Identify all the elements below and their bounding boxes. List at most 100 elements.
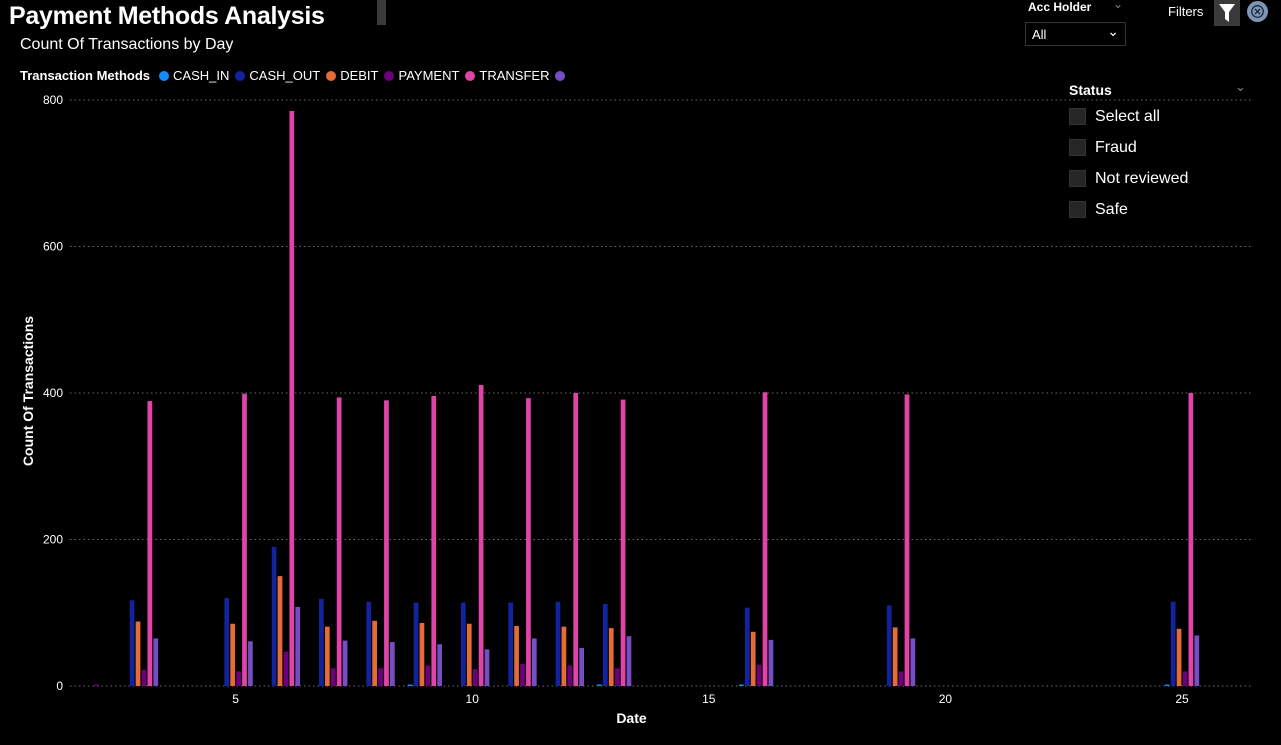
bar bbox=[419, 623, 425, 686]
legend-label: DEBIT bbox=[340, 68, 379, 83]
bar bbox=[472, 669, 478, 686]
acc-holder-value: All bbox=[1032, 27, 1047, 42]
y-tick-label: 0 bbox=[56, 679, 63, 693]
legend-label: CASH_IN bbox=[173, 68, 230, 83]
bar bbox=[1170, 601, 1176, 686]
legend-item[interactable]: DEBIT bbox=[326, 68, 378, 83]
checkbox[interactable] bbox=[1069, 170, 1086, 187]
status-option-fraud[interactable]: Fraud bbox=[1069, 132, 1251, 163]
bar bbox=[520, 664, 525, 686]
bar bbox=[324, 626, 330, 686]
checkbox[interactable] bbox=[1069, 201, 1086, 218]
bar bbox=[319, 598, 324, 686]
bar bbox=[147, 401, 153, 686]
bar bbox=[614, 668, 620, 686]
status-option-safe[interactable]: Safe bbox=[1069, 194, 1251, 225]
y-tick-label: 400 bbox=[43, 386, 63, 400]
y-axis-title: Count Of Transactions bbox=[20, 316, 36, 466]
funnel-icon[interactable] bbox=[1214, 0, 1240, 26]
bar bbox=[484, 649, 490, 686]
bar bbox=[526, 398, 531, 686]
bar bbox=[431, 395, 437, 686]
status-option-select-all[interactable]: Select all bbox=[1069, 101, 1251, 132]
legend-title: Transaction Methods bbox=[20, 68, 151, 83]
legend-marker bbox=[465, 70, 476, 81]
bar bbox=[1176, 628, 1182, 686]
acc-holder-dropdown[interactable]: All ⌄ bbox=[1025, 22, 1126, 46]
bar bbox=[1182, 671, 1188, 686]
legend-marker bbox=[326, 70, 337, 81]
bar bbox=[330, 668, 336, 686]
bar bbox=[910, 638, 916, 686]
bar bbox=[1164, 684, 1170, 686]
checkbox[interactable] bbox=[1069, 139, 1086, 156]
legend-marker bbox=[235, 70, 246, 81]
bar bbox=[762, 392, 768, 686]
bar bbox=[892, 627, 898, 686]
bar bbox=[289, 110, 295, 687]
status-option-label: Not reviewed bbox=[1095, 169, 1189, 187]
bar bbox=[597, 684, 602, 686]
bar bbox=[372, 620, 377, 686]
checkbox[interactable] bbox=[1069, 108, 1086, 125]
bar bbox=[478, 384, 484, 686]
legend-item[interactable]: CASH_IN bbox=[159, 68, 229, 83]
status-option-label: Select all bbox=[1095, 107, 1160, 125]
bar bbox=[466, 623, 472, 686]
close-circle-icon[interactable] bbox=[1247, 1, 1268, 22]
scrollbar-handle[interactable] bbox=[377, 0, 386, 25]
bar bbox=[567, 665, 573, 686]
legend-label: CASH_OUT bbox=[249, 68, 321, 83]
y-tick-label: 600 bbox=[43, 240, 63, 254]
bar bbox=[236, 671, 241, 686]
bar bbox=[1194, 635, 1200, 686]
bar bbox=[277, 576, 283, 686]
chart-legend: Transaction Methods CASH_IN CASH_OUT DEBIT… bbox=[20, 68, 575, 83]
bar bbox=[608, 628, 614, 686]
x-tick-label: 5 bbox=[232, 692, 239, 706]
bar bbox=[555, 601, 561, 686]
bar bbox=[224, 598, 230, 686]
bar bbox=[898, 671, 904, 686]
chevron-down-icon[interactable]: ⌄ bbox=[1235, 79, 1246, 94]
bar bbox=[295, 606, 301, 686]
bar bbox=[738, 684, 744, 686]
status-option-label: Safe bbox=[1095, 200, 1128, 218]
legend-label: TRANSFER bbox=[479, 68, 550, 83]
y-tick-label: 800 bbox=[43, 93, 63, 107]
status-title: Status bbox=[1069, 82, 1112, 98]
bar bbox=[508, 602, 514, 686]
legend-item[interactable]: TRANSFER bbox=[465, 68, 549, 83]
bar bbox=[390, 642, 395, 686]
bar bbox=[129, 600, 135, 686]
x-tick-label: 25 bbox=[1175, 692, 1189, 706]
legend-item[interactable] bbox=[555, 68, 569, 83]
bar bbox=[1188, 393, 1194, 686]
bar bbox=[904, 394, 910, 686]
bar bbox=[283, 651, 289, 686]
bar bbox=[153, 638, 159, 686]
legend-marker bbox=[384, 70, 395, 81]
legend-item[interactable]: CASH_OUT bbox=[235, 68, 320, 83]
status-option-not-reviewed[interactable]: Not reviewed bbox=[1069, 163, 1251, 194]
bar bbox=[620, 399, 626, 686]
bar bbox=[242, 393, 247, 686]
bar bbox=[602, 603, 608, 686]
chevron-down-icon: ⌄ bbox=[1107, 23, 1119, 39]
bar bbox=[886, 605, 892, 686]
bar bbox=[413, 602, 419, 686]
bar bbox=[460, 602, 466, 686]
page-title: Payment Methods Analysis bbox=[9, 2, 325, 30]
bar bbox=[756, 664, 762, 686]
bar bbox=[626, 636, 632, 686]
bar bbox=[248, 641, 253, 686]
legend-item[interactable]: PAYMENT bbox=[384, 68, 459, 83]
bar bbox=[744, 607, 750, 686]
chart-title: Count Of Transactions by Day bbox=[20, 36, 234, 53]
bar bbox=[437, 644, 443, 686]
bar bbox=[573, 393, 579, 686]
bar bbox=[425, 665, 431, 686]
chevron-down-icon[interactable]: ⌄ bbox=[1113, 0, 1124, 11]
bar bbox=[768, 639, 774, 686]
